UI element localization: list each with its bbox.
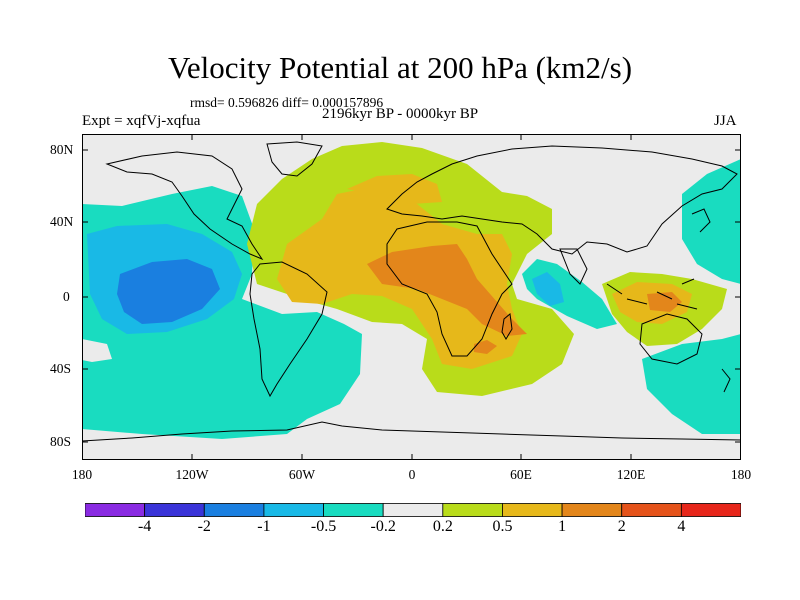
coastline-australia <box>639 313 703 365</box>
axis-ticks <box>82 134 741 460</box>
colorbar-label: -0.2 <box>370 518 396 535</box>
colorbar-cell <box>502 503 563 517</box>
colorbar-cell <box>144 503 205 517</box>
coastline-south-america <box>249 261 328 398</box>
colorbar-label: -4 <box>137 518 152 535</box>
stats-label: rmsd= 0.596826 diff= 0.000157896 <box>190 95 384 110</box>
colorbar-cell <box>442 503 503 517</box>
contour-one-to-two <box>367 244 527 336</box>
y-tick-40n: 40N <box>50 214 74 229</box>
colorbar-label: 2 <box>617 518 626 535</box>
colorbar-label: -2 <box>197 518 211 535</box>
coastline-madagascar <box>501 313 513 340</box>
colorbar-label: 1 <box>558 518 567 535</box>
coastline-japan <box>691 208 711 233</box>
colorbar <box>85 503 741 517</box>
y-tick-40s: 40S <box>50 361 72 376</box>
x-tick-60w: 60W <box>288 467 316 482</box>
colorbar-label: -0.5 <box>310 518 337 535</box>
y-tick-80s: 80S <box>50 434 72 449</box>
contour-one-to-two-south <box>474 340 497 354</box>
coastline-new-zealand <box>721 368 731 393</box>
velocity-potential-map <box>82 134 741 460</box>
contour-southeast-negative <box>642 334 741 434</box>
coastline-north-america <box>105 151 264 261</box>
contour-neg-2 <box>117 259 220 324</box>
colorbar-label: 0.2 <box>432 518 453 535</box>
period-label: 2196kyr BP - 0000kyr BP <box>322 106 479 122</box>
y-tick-80n: 80N <box>50 142 74 157</box>
colorbar-cell <box>680 503 741 517</box>
coastline-greenland <box>266 141 323 177</box>
colorbar-label: 0.5 <box>492 518 513 535</box>
colorbar-cell <box>561 503 623 517</box>
x-tick-60e: 60E <box>510 467 532 482</box>
colorbar-label: 4 <box>677 518 686 535</box>
contour-negative-pacific-north <box>82 209 102 234</box>
coastline-eurasia <box>386 145 738 255</box>
colorbar-label: -1 <box>257 518 271 535</box>
coastline-antarctica <box>82 421 741 442</box>
colorbar-cell <box>263 503 324 517</box>
colorbar-cell <box>323 503 384 517</box>
contour-gray-southwest <box>82 339 112 362</box>
colorbar-cell <box>382 503 444 517</box>
contour-northeast-negative <box>682 159 741 284</box>
coastline-india <box>559 248 588 285</box>
x-tick-0: 0 <box>408 467 416 482</box>
coastline-maritime-islands <box>606 278 698 310</box>
season-label: JJA <box>714 113 737 129</box>
colorbar-cell <box>203 503 265 517</box>
contour-indian-negative-core <box>532 272 564 306</box>
experiment-label: Expt = xqfVj-xqfua <box>82 113 201 129</box>
x-tick-120w: 120W <box>175 467 209 482</box>
contour-maritime-one <box>647 292 682 312</box>
y-tick-0: 0 <box>63 289 70 304</box>
colorbar-cell <box>621 503 682 517</box>
map-title: Velocity Potential at 200 hPa (km2/s) <box>167 50 633 85</box>
x-tick-120e: 120E <box>616 467 646 482</box>
colorbar-cell <box>85 503 146 517</box>
x-tick-180-left: 180 <box>71 467 93 482</box>
x-tick-180-right: 180 <box>730 467 752 482</box>
coastline-africa <box>386 221 513 357</box>
